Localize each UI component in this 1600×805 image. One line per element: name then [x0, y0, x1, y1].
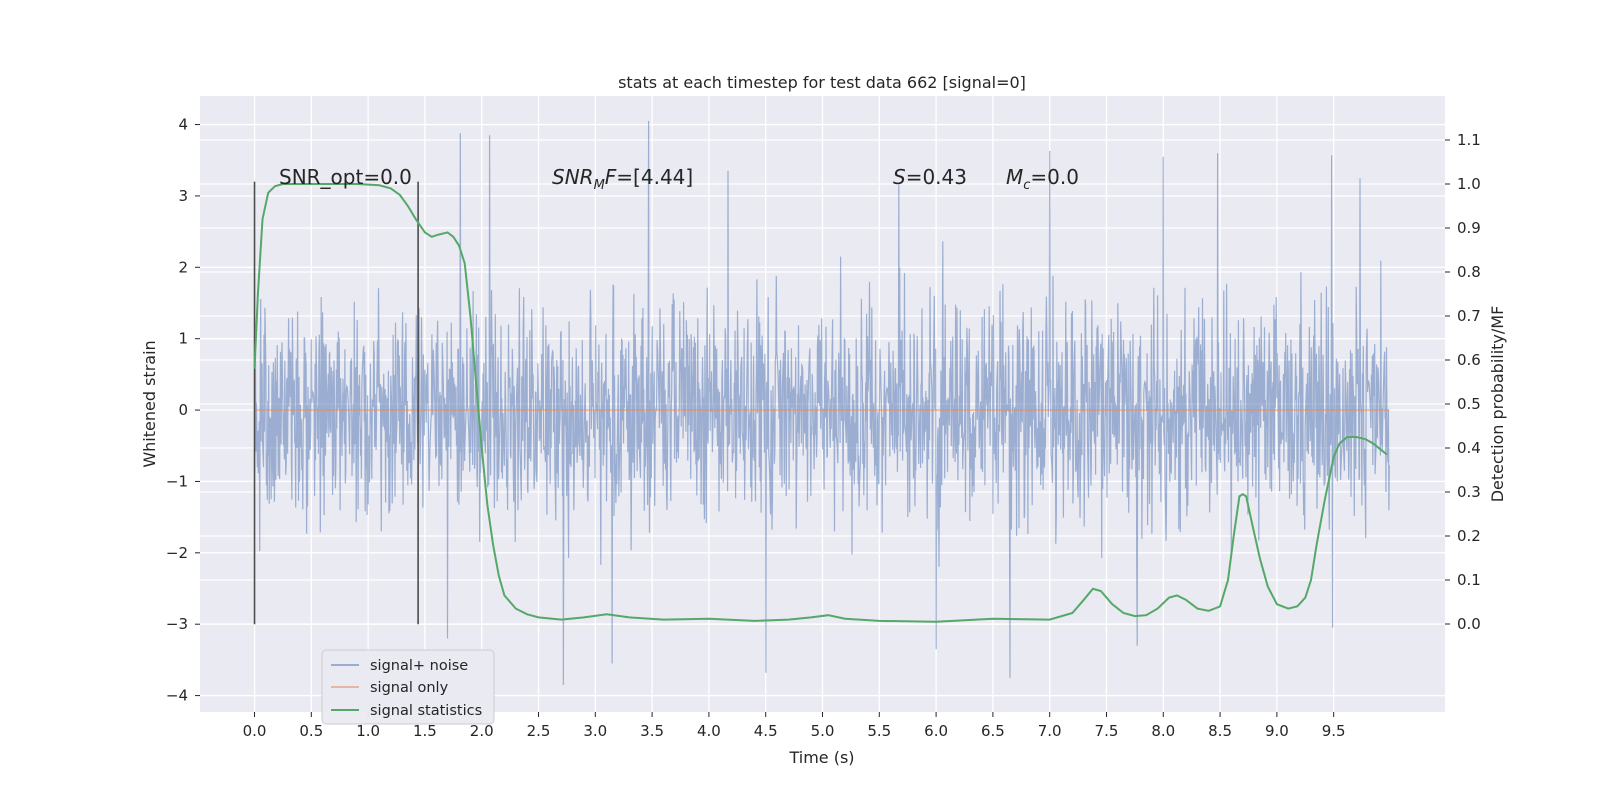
signal-statistics-series [253, 183, 1388, 623]
y2-tick-label-0: 1.1 [1457, 131, 1481, 149]
y2-tick-label-10: 0.1 [1457, 571, 1481, 589]
x-tick-label-8: 4.0 [697, 722, 721, 740]
legend-box [321, 649, 495, 725]
signal-statistics-line [253, 183, 1388, 623]
x-tick-label-19: 9.5 [1322, 722, 1346, 740]
s-symbol: S [893, 165, 906, 189]
x-tick-label-6: 3.0 [583, 722, 607, 740]
x-tick-label-16: 8.0 [1151, 722, 1175, 740]
y-axis-label: Whitened strain [140, 340, 159, 467]
x-tick-label-18: 9.0 [1265, 722, 1289, 740]
y2-tick-label-8: 0.3 [1457, 483, 1481, 501]
signal-noise-series [253, 120, 1390, 685]
signal-noise-line [253, 120, 1390, 685]
snr-opt-annotation: SNR_opt=0.0 [279, 165, 412, 189]
y-tick-label-1: 3 [178, 187, 188, 205]
x-tick-label-14: 7.0 [1038, 722, 1062, 740]
x-tick-label-12: 6.0 [924, 722, 948, 740]
y2-tick-label-7: 0.4 [1457, 439, 1481, 457]
y2-tick-label-11: 0.0 [1457, 615, 1481, 633]
legend: signal+ noise signal only signal statist… [321, 649, 495, 725]
snr-mf-subscript: M [594, 178, 605, 193]
x-tick-label-5: 2.5 [527, 722, 551, 740]
x-tick-label-15: 7.5 [1095, 722, 1119, 740]
y2-tick-label-9: 0.2 [1457, 527, 1481, 545]
x-tick-label-1: 0.5 [299, 722, 323, 740]
mc-symbol: M [1006, 165, 1023, 189]
x-tick-label-0: 0.0 [243, 722, 267, 740]
y2-tick-label-4: 0.7 [1457, 307, 1481, 325]
snr-mf-annotation: SNRMF=[4.44] [552, 165, 693, 193]
y2-tick-label-6: 0.5 [1457, 395, 1481, 413]
y-tick-label-2: 2 [178, 258, 188, 276]
x-tick-label-17: 8.5 [1208, 722, 1232, 740]
x-tick-label-10: 5.0 [811, 722, 835, 740]
y2-tick-label-3: 0.8 [1457, 263, 1481, 281]
tick-labels: 0.0 0.5 1.0 1.5 2.0 2.5 3.0 3.5 4.0 4.5 5.0 5.5 6.0 6… [166, 116, 1481, 740]
x-tick-label-7: 3.5 [640, 722, 664, 740]
x-tick-label-2: 1.0 [356, 722, 380, 740]
x-tick-label-11: 5.5 [867, 722, 891, 740]
x-tick-label-3: 1.5 [413, 722, 437, 740]
snr-mf-symbol: SNR [552, 165, 594, 189]
mc-value: =0.0 [1030, 165, 1079, 189]
y2-axis-label: Detection probability/MF [1488, 306, 1507, 503]
y-tick-label-6: −2 [166, 544, 188, 562]
chart-title: stats at each timestep for test data 662… [618, 73, 1026, 92]
s-value: =0.43 [906, 165, 967, 189]
legend-label-signal-statistics: signal statistics [370, 703, 482, 719]
x-tick-label-9: 4.5 [754, 722, 778, 740]
legend-label-signal-only: signal only [370, 680, 449, 696]
mc-subscript: c [1023, 178, 1030, 193]
y-tick-label-8: −4 [166, 687, 188, 705]
x-tick-label-4: 2.0 [470, 722, 494, 740]
snr-mf-symbol-2: F [605, 165, 617, 189]
y-tick-label-7: −3 [166, 615, 188, 633]
mc-annotation: Mc=0.0 [1006, 165, 1079, 193]
snr-mf-value: =[4.44] [616, 165, 693, 189]
injection-window-lines [253, 181, 419, 625]
y2-tick-label-2: 0.9 [1457, 219, 1481, 237]
x-axis-label: Time (s) [788, 748, 854, 767]
s-annotation: S=0.43 [893, 165, 967, 189]
y-tick-label-5: −1 [166, 472, 188, 490]
x-tick-label-13: 6.5 [981, 722, 1005, 740]
legend-label-signal-noise: signal+ noise [370, 658, 468, 674]
y-tick-label-4: 0 [178, 401, 188, 419]
y2-tick-label-5: 0.6 [1457, 351, 1481, 369]
y2-tick-label-1: 1.0 [1457, 175, 1481, 193]
y-tick-label-3: 1 [178, 330, 188, 348]
y-tick-label-0: 4 [178, 116, 188, 134]
